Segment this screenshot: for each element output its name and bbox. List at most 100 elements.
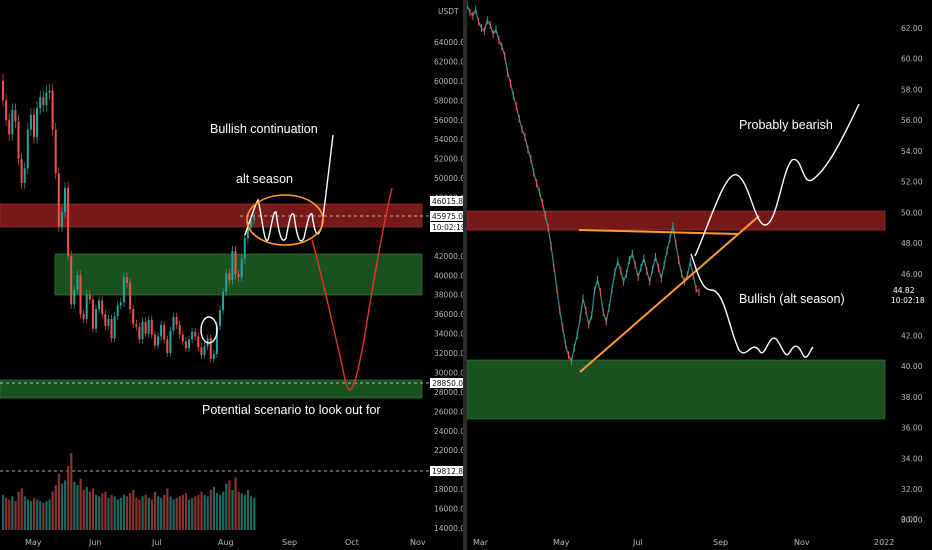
volume-bar [129,493,132,530]
y-tick-label: 58000.00 [434,96,463,105]
x-tick-label: Mar [473,538,489,547]
y-tick-label: 34.00 [901,454,923,463]
left-chart-panel[interactable]: Bullish continuation alt season Potentia… [0,0,463,550]
y-tick-label: 18000.00 [434,485,463,494]
volume-bar [82,490,85,530]
volume-bar [119,498,122,530]
price-tag-bg [887,285,932,295]
x-tick-label: Aug [218,538,234,547]
candle-body [36,108,39,138]
volume-bar [181,494,184,530]
candle-body [147,319,150,334]
candle-body [129,283,132,310]
candle-body [54,129,57,174]
y-tick-label: 62.00 [901,24,923,33]
volume-bar [88,491,91,530]
left-y-axis[interactable]: 64000.00 62000.00 60000.00 58000.00 56000.00… [434,38,463,533]
y-tick-label: 56000.00 [434,116,463,125]
left-chart[interactable]: Bullish continuation alt season Potentia… [0,0,463,550]
support-zone-lower [0,379,423,399]
volume-bar [20,488,23,530]
candle-body [237,274,240,278]
candle-body [29,114,32,130]
volume-bar [225,483,228,530]
price-tag-bg [887,295,932,305]
volume-bar [197,494,200,530]
volume-bar [104,491,107,530]
volume-bar [113,496,116,530]
candle-body [219,310,221,326]
volume-bar [172,499,175,530]
volume-bar [5,498,8,530]
candle-body [95,309,97,329]
candle-body [138,326,141,340]
price-tag-19812: 19812.84 [432,467,463,476]
volume-bar [126,496,129,530]
volume-bar [169,496,172,530]
volume-bar [39,501,42,530]
y-tick-label: 60000.00 [434,77,463,86]
volume-bar [157,496,160,530]
support-zone [467,359,886,420]
candle-body [14,110,17,122]
volume-bar [206,496,209,530]
volume-bar [110,494,113,530]
candle-body [20,158,23,183]
volume-bar [163,494,166,530]
price-tag-44-82: 44.82 [893,286,915,295]
potential-scenario-path [311,187,393,391]
price-tag-bg [430,211,463,221]
volume-bar [98,496,101,530]
volume-bar [147,498,150,530]
volume-bar [107,498,110,530]
price-bars [467,0,700,366]
volume-bar [91,488,95,530]
candle-body [64,187,66,213]
candle-body [144,321,147,334]
volume-bar [222,491,225,530]
candle-body [2,80,4,101]
right-y-axis[interactable]: 62.00 60.00 58.00 56.00 54.00 52.00 50.00 48.00… [901,24,923,525]
bullish-alt-season-label: Bullish (alt season) [739,292,845,306]
right-chart-panel[interactable]: Probably bearish Bullish (alt season) 62… [467,0,932,550]
y-tick-label: 34000.00 [434,330,463,339]
x-tick-label: May [25,538,42,547]
candle-body [122,277,125,303]
volume-bar [150,499,153,530]
y-tick-label: 64000.00 [434,38,463,47]
y-tick-label: 30.00 [901,516,923,525]
y-tick-label: 62000.00 [434,57,463,66]
candle-body [88,294,91,300]
volume-bar [60,483,64,530]
volume-bar [135,498,138,530]
right-x-axis[interactable]: Mar May Jul Sep Nov 2022 [473,538,894,547]
left-x-axis[interactable]: May Jun Jul Aug Sep Oct Nov [25,538,426,547]
candle-body [8,119,11,135]
volume-bar [2,494,5,530]
price-tag-bg [430,466,463,476]
right-chart[interactable]: Probably bearish Bullish (alt season) 62… [467,0,932,550]
volume-bar [11,496,14,530]
candle-body [116,305,119,317]
left-x-axis-bg [0,532,463,550]
y-tick-label: 38000.00 [434,291,463,300]
volume-bars [2,453,256,530]
resistance-zone [0,203,423,228]
horizontal-trendline [578,229,740,235]
volume-bar [36,499,39,530]
panel-divider[interactable] [463,0,467,550]
potential-scenario-label: Potential scenario to look out for [202,403,381,417]
candle-body [26,129,29,169]
volume-bar [57,474,60,530]
y-tick-label: 42.00 [901,331,923,340]
y-tick-label: 22000.00 [434,446,463,455]
volume-bar [234,477,237,530]
y-tick-label: 16000.00 [434,505,463,514]
y-tick-label: 32.00 [901,485,923,494]
alt-season-label: alt season [236,172,293,186]
y-tick-label: 56.00 [901,116,923,125]
y-tick-label: 50.00 [901,208,923,217]
candle-body [188,339,190,349]
candle-body [172,317,175,331]
candle-body [160,324,163,337]
